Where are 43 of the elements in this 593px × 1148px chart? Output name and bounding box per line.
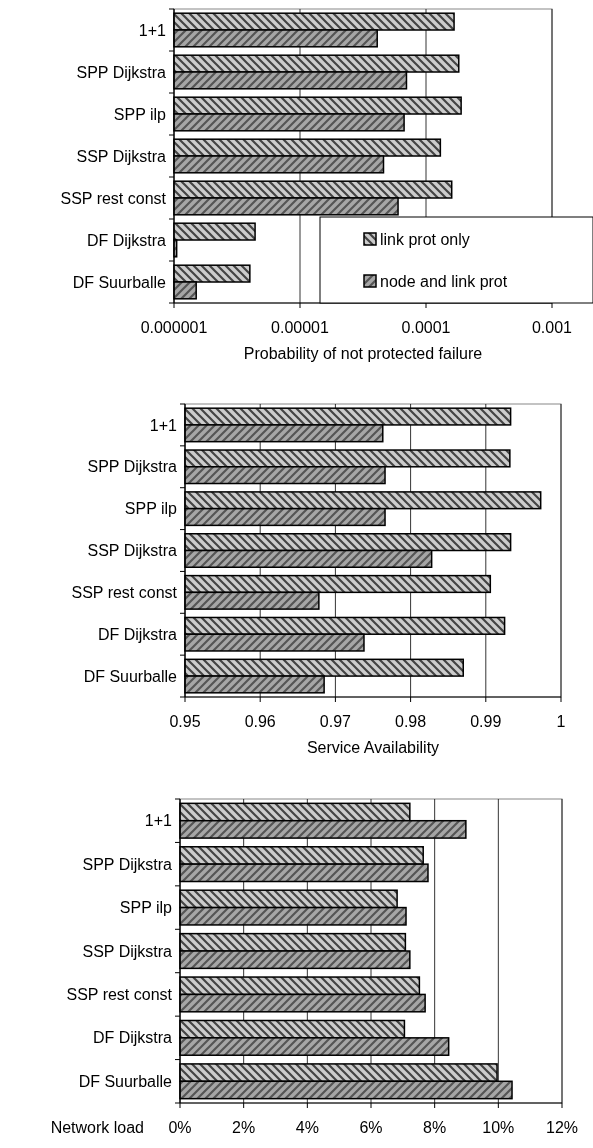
y-tick-label: SSP rest const	[60, 189, 167, 207]
y-tick-label: DF Dijkstra	[97, 625, 178, 643]
x-tick-label: 12%	[545, 1119, 579, 1136]
y-tick-label: DF Dijkstra	[92, 1029, 173, 1047]
y-tick-label: 1+1	[144, 812, 173, 830]
y-tick-label: 1+1	[138, 21, 167, 39]
y-tick-label: SPP Dijkstra	[76, 63, 167, 81]
x-tick-label: 6%	[359, 1119, 383, 1136]
y-tick-label: DF Dijkstra	[86, 231, 167, 249]
y-tick-label: SPP ilp	[113, 105, 167, 123]
x-tick-label: 0%	[168, 1119, 192, 1136]
y-tick-label: DF Suurballe	[78, 1072, 173, 1090]
x-tick-label: 0.00001	[271, 319, 330, 336]
y-tick-label: SSP Dijkstra	[82, 942, 173, 960]
x-tick-label: 0.98	[395, 713, 427, 730]
x-tick-label: 0.97	[319, 713, 352, 730]
y-tick-label: SSP rest const	[66, 986, 173, 1004]
x-tick-label: 1	[556, 713, 566, 730]
x-tick-label: 4%	[295, 1119, 319, 1136]
x-tick-label: 0.96	[244, 713, 276, 730]
x-tick-label: 2%	[232, 1119, 256, 1136]
x-axis-title: Probability of not protected failure	[243, 345, 483, 362]
y-tick-label: SPP Dijkstra	[82, 855, 173, 873]
x-axis-title: Network load	[50, 1119, 144, 1136]
y-tick-label: SPP ilp	[124, 500, 178, 518]
y-tick-label: DF Suurballe	[72, 273, 167, 291]
x-tick-label: 0.99	[470, 713, 502, 730]
y-tick-label: SSP Dijkstra	[87, 542, 178, 560]
x-tick-label: 8%	[423, 1119, 447, 1136]
y-tick-label: 1+1	[149, 416, 178, 434]
y-tick-label: SSP rest const	[71, 583, 178, 601]
x-tick-label: 0.95	[169, 713, 201, 730]
x-axis-title: Service Availability	[306, 739, 440, 756]
x-tick-label: 0.0001	[401, 319, 451, 336]
y-tick-label: DF Suurballe	[83, 667, 178, 685]
y-tick-label: SSP Dijkstra	[76, 147, 167, 165]
x-tick-label: 0.001	[531, 319, 573, 336]
y-tick-label: SPP Dijkstra	[87, 458, 178, 476]
y-tick-label: SPP ilp	[119, 899, 173, 917]
x-tick-label: 10%	[482, 1119, 515, 1136]
legend-label: link prot only	[380, 230, 470, 248]
x-tick-label: 0.000001	[140, 319, 208, 336]
legend-label: node and link prot	[380, 272, 508, 290]
